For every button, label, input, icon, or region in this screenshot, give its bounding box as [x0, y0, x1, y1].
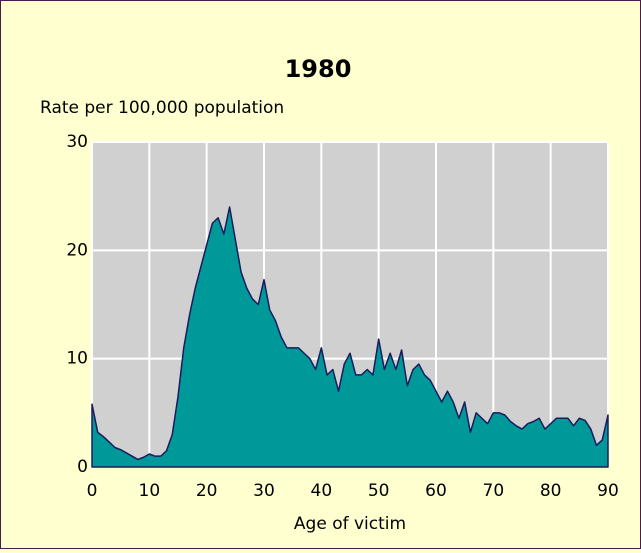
x-axis-label: Age of victim	[294, 514, 406, 534]
x-tick-label: 10	[139, 481, 161, 501]
y-axis-label: Rate per 100,000 population	[40, 98, 284, 118]
x-tick-label: 70	[483, 481, 505, 501]
y-tick-label: 0	[77, 457, 88, 477]
x-tick-label: 60	[425, 481, 447, 501]
x-tick-label: 40	[311, 481, 333, 501]
y-tick-label: 30	[66, 132, 88, 152]
y-tick-label: 20	[66, 240, 88, 260]
x-tick-label: 80	[540, 481, 562, 501]
area	[91, 206, 609, 468]
x-tick-label: 30	[253, 481, 275, 501]
x-tick-label: 50	[368, 481, 390, 501]
y-tick-label: 10	[66, 349, 88, 369]
x-tick-label: 90	[597, 481, 619, 501]
x-tick-label: 0	[87, 481, 98, 501]
x-tick-label: 20	[196, 481, 218, 501]
chart-title: 1980	[285, 55, 352, 83]
